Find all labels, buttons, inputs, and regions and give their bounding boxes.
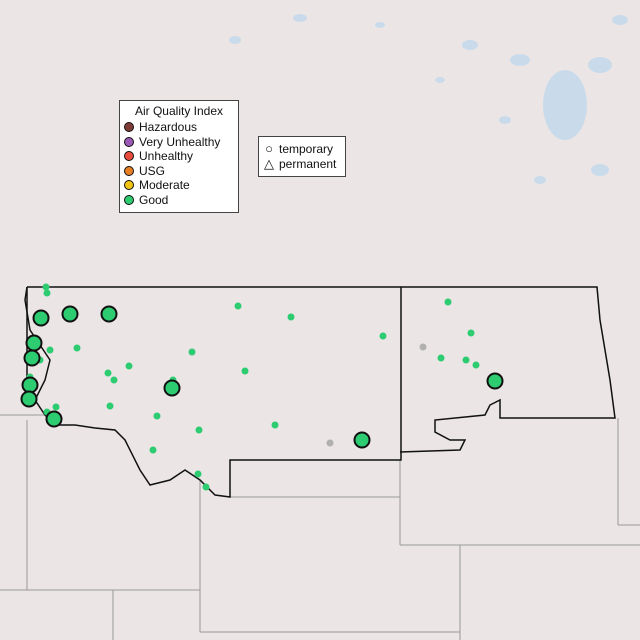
station-marker[interactable] [32, 309, 50, 327]
station-markers [20, 283, 504, 491]
station-marker[interactable] [271, 421, 279, 429]
aqi-swatch-icon [124, 151, 134, 162]
station-marker[interactable] [486, 372, 504, 390]
station-marker[interactable] [462, 356, 470, 364]
legend-temporary: ○ temporary [263, 142, 341, 157]
station-marker[interactable] [163, 379, 181, 397]
station-marker[interactable] [234, 302, 242, 310]
legend-good: Good [124, 193, 234, 208]
station-marker[interactable] [73, 344, 81, 352]
station-marker[interactable] [241, 367, 249, 375]
legend-usg: USG [124, 164, 234, 179]
station-marker[interactable] [419, 343, 427, 351]
triangle-icon: △ [264, 155, 274, 171]
station-marker[interactable] [20, 390, 38, 408]
aqi-legend-title: Air Quality Index [134, 104, 224, 118]
legend-label: temporary [279, 142, 334, 157]
legend-label: Very Unhealthy [139, 134, 221, 149]
shape-legend: ○ temporary △ permanent [258, 136, 346, 177]
station-marker[interactable] [194, 470, 202, 478]
aqi-swatch-icon [124, 136, 134, 147]
station-marker[interactable] [125, 362, 133, 370]
station-marker[interactable] [110, 376, 118, 384]
station-marker[interactable] [61, 305, 79, 323]
station-marker[interactable] [379, 332, 387, 340]
legend-label: Good [139, 192, 169, 207]
station-marker[interactable] [46, 346, 54, 354]
aqi-swatch-icon [124, 194, 134, 205]
lakes [229, 14, 628, 184]
state-borders-minor [0, 414, 640, 640]
station-marker[interactable] [149, 446, 157, 454]
station-marker[interactable] [188, 348, 196, 356]
station-marker[interactable] [25, 334, 43, 352]
legend-label: Hazardous [139, 120, 198, 135]
aqi-swatch-icon [124, 180, 134, 191]
station-marker[interactable] [444, 298, 452, 306]
station-marker[interactable] [45, 410, 63, 428]
legend-label: permanent [279, 156, 337, 171]
aqi-swatch-icon [124, 165, 134, 176]
station-marker[interactable] [202, 483, 210, 491]
station-marker[interactable] [21, 376, 39, 394]
legend-very-unhealthy: Very Unhealthy [124, 135, 234, 150]
station-marker[interactable] [23, 349, 41, 367]
station-marker[interactable] [467, 329, 475, 337]
station-marker[interactable] [42, 283, 50, 291]
legend-hazardous: Hazardous [124, 120, 234, 135]
legend-permanent: △ permanent [263, 155, 341, 172]
station-marker[interactable] [153, 412, 161, 420]
legend-moderate: Moderate [124, 178, 234, 193]
station-marker[interactable] [287, 313, 295, 321]
legend-label: USG [139, 163, 166, 178]
legend-unhealthy: Unhealthy [124, 149, 234, 164]
legend-label: Moderate [139, 178, 190, 193]
aqi-legend: Air Quality Index Hazardous Very Unhealth… [119, 100, 239, 213]
aqi-swatch-icon [124, 122, 134, 133]
station-marker[interactable] [437, 354, 445, 362]
station-marker[interactable] [100, 305, 118, 323]
station-marker[interactable] [52, 403, 60, 411]
circle-icon: ○ [265, 141, 273, 157]
station-marker[interactable] [43, 289, 51, 297]
legend-label: Unhealthy [139, 149, 194, 164]
station-marker[interactable] [195, 426, 203, 434]
station-marker[interactable] [106, 402, 114, 410]
station-marker[interactable] [472, 361, 480, 369]
station-marker[interactable] [104, 369, 112, 377]
station-marker[interactable] [326, 439, 334, 447]
station-marker[interactable] [353, 431, 371, 449]
